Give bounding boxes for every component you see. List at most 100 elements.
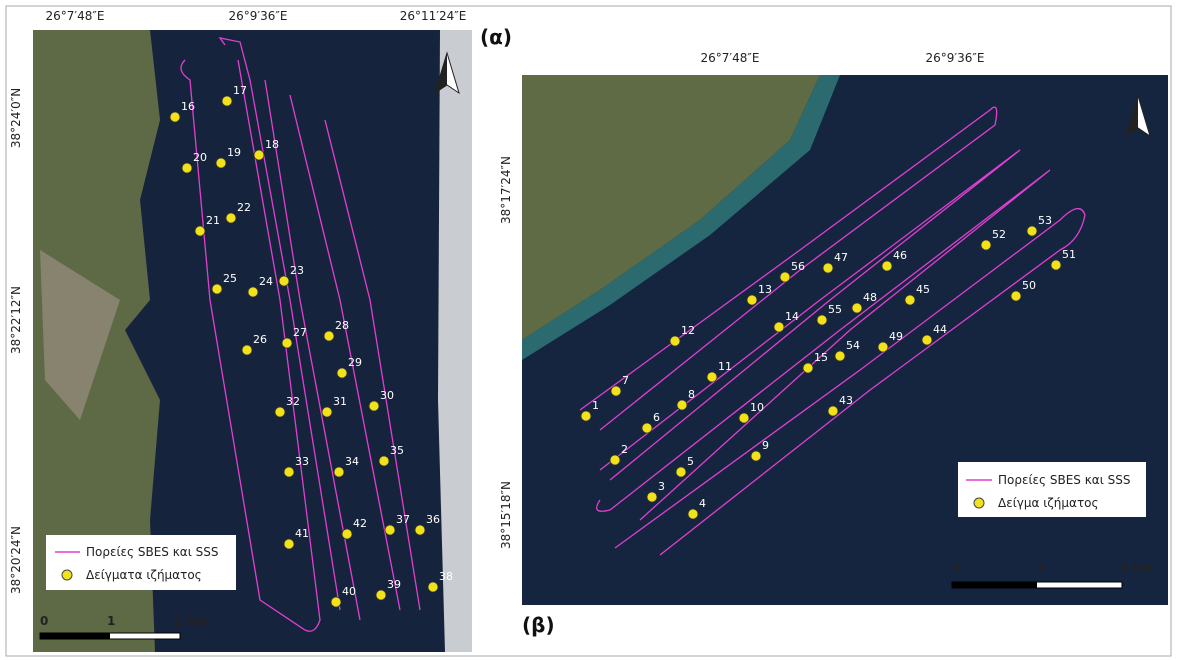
sample-point	[334, 467, 344, 477]
sample-point	[331, 597, 341, 607]
sample-point	[212, 284, 222, 294]
sample-label: 40	[342, 585, 356, 598]
sample-point	[254, 150, 264, 160]
scale-label: 1	[107, 614, 115, 628]
scale-label: 0	[40, 614, 48, 628]
sample-label: 2	[621, 443, 628, 456]
sample-point	[342, 529, 352, 539]
sample-point	[581, 411, 591, 421]
sample-point	[817, 315, 827, 325]
sample-label: 28	[335, 319, 349, 332]
sample-point	[882, 261, 892, 271]
sample-label: 24	[259, 275, 273, 288]
sample-label: 11	[718, 360, 732, 373]
sample-label: 9	[762, 439, 769, 452]
sample-label: 10	[750, 401, 764, 414]
sample-label: 38	[439, 570, 453, 583]
sample-label: 4	[699, 497, 706, 510]
sample-label: 15	[814, 351, 828, 364]
sample-label: 34	[345, 455, 359, 468]
sample-label: 50	[1022, 279, 1036, 292]
latitude-label: 38°15′18″N	[499, 481, 513, 549]
sample-label: 56	[791, 260, 805, 273]
sample-point	[379, 456, 389, 466]
sample-label: 41	[295, 527, 309, 540]
sample-label: 48	[863, 291, 877, 304]
sample-label: 49	[889, 330, 903, 343]
sample-label: 39	[387, 578, 401, 591]
sample-label: 37	[396, 513, 410, 526]
latitude-label: 38°17′24″N	[499, 156, 513, 224]
sample-point	[216, 158, 226, 168]
sample-point	[747, 295, 757, 305]
scale-bar	[40, 633, 110, 639]
latitude-label: 38°20′24″N	[9, 526, 23, 594]
sample-point	[852, 303, 862, 313]
sample-label: 19	[227, 146, 241, 159]
sample-point	[279, 276, 289, 286]
sample-point	[428, 582, 438, 592]
sample-point	[182, 163, 192, 173]
sample-point	[642, 423, 652, 433]
sample-point	[275, 407, 285, 417]
sample-label: 52	[992, 228, 1006, 241]
sample-label: 30	[380, 389, 394, 402]
legend-dot	[62, 570, 72, 580]
sample-label: 16	[181, 100, 195, 113]
sample-point	[739, 413, 749, 423]
sample-label: 23	[290, 264, 304, 277]
sample-label: 36	[426, 513, 440, 526]
sample-point	[611, 386, 621, 396]
sample-label: 32	[286, 395, 300, 408]
sample-label: 3	[658, 480, 665, 493]
sample-point	[282, 338, 292, 348]
sample-point	[774, 322, 784, 332]
sample-point	[337, 368, 347, 378]
sample-label: 44	[933, 323, 947, 336]
sample-point	[1027, 226, 1037, 236]
sample-point	[922, 335, 932, 345]
sample-label: 46	[893, 249, 907, 262]
sample-label: 14	[785, 310, 799, 323]
legend-text: Πορείες SBES και SSS	[998, 473, 1130, 487]
sample-point	[823, 263, 833, 273]
legend-dot	[974, 498, 984, 508]
sample-label: 17	[233, 84, 247, 97]
sample-point	[369, 401, 379, 411]
sample-label: 51	[1062, 248, 1076, 261]
sample-point	[324, 331, 334, 341]
legend-text: Δείγμα ιζήματος	[998, 496, 1099, 510]
sample-point	[226, 213, 236, 223]
sample-point	[981, 240, 991, 250]
sample-label: 35	[390, 444, 404, 457]
sample-point	[878, 342, 888, 352]
sample-point	[803, 363, 813, 373]
sample-point	[248, 287, 258, 297]
sample-point	[284, 467, 294, 477]
sample-point	[835, 351, 845, 361]
latitude-label: 38°24′0″N	[9, 88, 23, 148]
sample-point	[242, 345, 252, 355]
sample-point	[780, 272, 790, 282]
sample-point	[322, 407, 332, 417]
sample-point	[707, 372, 717, 382]
figure: (α) (β) Πορείες SBES και SSS Δείγματα ιζ…	[0, 0, 1178, 660]
sample-point	[376, 590, 386, 600]
sample-point	[610, 455, 620, 465]
longitude-label: 26°9′36″E	[229, 9, 288, 23]
sample-point	[688, 509, 698, 519]
sample-point	[170, 112, 180, 122]
scale-label: 2 km	[1120, 561, 1153, 575]
sample-point	[828, 406, 838, 416]
sample-point	[195, 226, 205, 236]
sample-label: 18	[265, 138, 279, 151]
latitude-label: 38°22′12″N	[9, 286, 23, 354]
sample-point	[670, 336, 680, 346]
sample-label: 42	[353, 517, 367, 530]
longitude-label: 26°7′48″E	[46, 9, 105, 23]
sample-point	[415, 525, 425, 535]
sample-label: 55	[828, 303, 842, 316]
sample-label: 45	[916, 283, 930, 296]
sample-label: 12	[681, 324, 695, 337]
sample-label: 27	[293, 326, 307, 339]
